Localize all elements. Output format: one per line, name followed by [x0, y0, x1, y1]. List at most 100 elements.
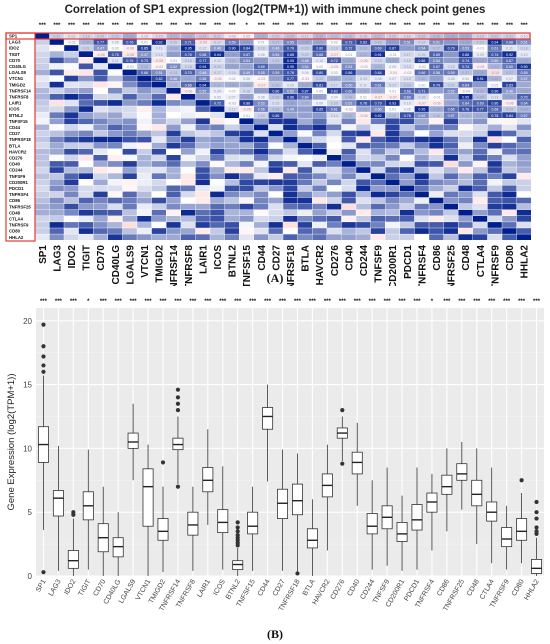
heatmap-cell	[254, 69, 269, 76]
heatmap-cell	[516, 51, 531, 57]
heatmap-cell	[487, 45, 502, 51]
heatmap-cell	[327, 209, 342, 216]
heatmap-row-label: PDCD1	[9, 186, 24, 191]
heatmap-cell	[35, 63, 50, 70]
heatmap-cell	[239, 209, 254, 216]
heatmap-cell	[195, 197, 210, 204]
heatmap-cell	[181, 57, 196, 64]
heatmap-cell-value: 0.26	[345, 35, 352, 39]
heatmap-cell	[312, 75, 327, 82]
heatmap-significance-marker: ***	[331, 23, 339, 29]
heatmap-cell	[356, 142, 371, 149]
heatmap-cell	[254, 197, 269, 204]
heatmap-cell	[516, 39, 531, 45]
heatmap-cell	[122, 197, 137, 204]
heatmap-cell-value: 0.41	[302, 114, 309, 118]
heatmap-cell	[283, 185, 298, 192]
heatmap-cell	[429, 203, 444, 210]
heatmap-cell	[224, 155, 239, 161]
heatmap-cell-value: 0.01	[389, 108, 396, 112]
heatmap-cell	[356, 100, 371, 106]
heatmap-cell	[268, 173, 283, 179]
heatmap-row-label: ICOS	[9, 107, 20, 112]
heatmap-cell	[473, 161, 488, 167]
heatmap-significance-marker: ***	[199, 23, 207, 29]
heatmap-cell	[516, 33, 531, 39]
heatmap-cell-value: 0.86	[345, 71, 352, 75]
y-tick-label: 15	[23, 381, 32, 390]
heatmap-cell	[268, 161, 283, 167]
heatmap-cell	[93, 45, 108, 51]
heatmap-cell	[458, 173, 473, 179]
heatmap-cell-value: 0.45	[448, 41, 455, 45]
heatmap-cell-value: 0.10	[316, 59, 323, 63]
heatmap-cell	[370, 173, 385, 179]
heatmap-cell	[370, 51, 385, 57]
heatmap-cell	[108, 173, 123, 179]
heatmap-cell	[312, 234, 327, 240]
heatmap-cell	[108, 39, 123, 45]
heatmap-cell-value: 0.10	[141, 35, 148, 39]
heatmap-cell	[224, 173, 239, 179]
heatmap-cell	[487, 197, 502, 204]
heatmap-cell	[443, 148, 458, 155]
heatmap-cell	[385, 118, 400, 125]
heatmap-cell	[151, 148, 166, 155]
heatmap-cell	[429, 197, 444, 204]
heatmap-cell	[78, 94, 93, 100]
heatmap-cell	[210, 222, 225, 228]
heatmap-cell	[487, 191, 502, 198]
heatmap-cell	[224, 136, 239, 143]
heatmap-cell	[473, 94, 488, 100]
heatmap-cell	[224, 112, 239, 118]
heatmap-cell	[108, 94, 123, 100]
heatmap-row-label: LAIR1	[9, 101, 22, 106]
heatmap-cell	[312, 106, 327, 112]
heatmap-cell	[93, 51, 108, 57]
heatmap-cell	[254, 148, 269, 155]
heatmap-cell-value: 0.38	[389, 59, 396, 63]
heatmap-cell	[151, 161, 166, 167]
heatmap-cell-value: 0.06	[112, 41, 119, 45]
heatmap-cell-value: 0.21	[53, 35, 60, 39]
heatmap-row-label: BTLA	[9, 143, 20, 148]
heatmap-cell	[443, 234, 458, 240]
x-tick-label: CD44	[257, 578, 272, 597]
heatmap-cell-value: -0.03	[257, 77, 265, 81]
heatmap-cell	[385, 100, 400, 106]
heatmap-cell	[254, 81, 269, 88]
heatmap-cell	[93, 118, 108, 125]
heatmap-cell-value: -0.02	[67, 41, 75, 45]
heatmap-cell-value: -0.01	[389, 53, 397, 57]
heatmap-cell	[297, 191, 312, 198]
heatmap-row-label: CD276	[9, 156, 23, 161]
heatmap-cell	[254, 124, 269, 131]
heatmap-cell-value: 0.64	[302, 96, 309, 100]
heatmap-cell-value: -0.08	[126, 53, 134, 57]
heatmap-cell	[385, 112, 400, 118]
heatmap-cell	[473, 75, 488, 82]
heatmap-cell	[502, 148, 517, 155]
heatmap-cell	[283, 173, 298, 179]
heatmap-cell	[327, 148, 342, 155]
heatmap-cell	[429, 100, 444, 106]
heatmap-cell	[224, 63, 239, 70]
heatmap-cell	[78, 39, 93, 45]
heatmap-cell-value: -0.03	[403, 71, 411, 75]
heatmap-cell	[356, 228, 371, 234]
heatmap-cell	[312, 155, 327, 161]
heatmap-cell	[108, 185, 123, 192]
heatmap-cell	[414, 173, 429, 179]
heatmap-column-label: LAIR1	[198, 245, 209, 274]
box-cd244	[366, 480, 378, 570]
heatmap-cell	[341, 124, 356, 131]
heatmap-cell-value: 0.85	[272, 114, 279, 118]
heatmap-cell	[151, 112, 166, 118]
heatmap-cell	[458, 234, 473, 240]
heatmap-cell-value: 0.25	[287, 35, 294, 39]
heatmap-cell	[78, 118, 93, 125]
heatmap-cell	[122, 75, 137, 82]
heatmap-cell	[502, 197, 517, 204]
outlier-point	[175, 401, 181, 406]
heatmap-cell-value: 0.30	[360, 47, 367, 51]
